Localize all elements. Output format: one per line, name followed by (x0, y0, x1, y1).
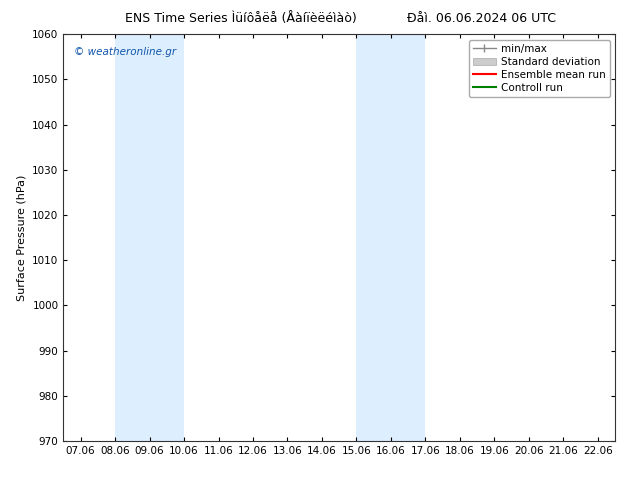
Legend: min/max, Standard deviation, Ensemble mean run, Controll run: min/max, Standard deviation, Ensemble me… (469, 40, 610, 97)
Text: Ðåì. 06.06.2024 06 UTC: Ðåì. 06.06.2024 06 UTC (407, 12, 557, 25)
Text: © weatheronline.gr: © weatheronline.gr (74, 47, 176, 56)
Bar (115, 34, 184, 441)
Bar (356, 34, 425, 441)
Text: ENS Time Series Ìüíôåëå (Åàíïèëéìàò): ENS Time Series Ìüíôåëå (Åàíïèëéìàò) (125, 12, 357, 25)
Y-axis label: Surface Pressure (hPa): Surface Pressure (hPa) (16, 174, 27, 301)
